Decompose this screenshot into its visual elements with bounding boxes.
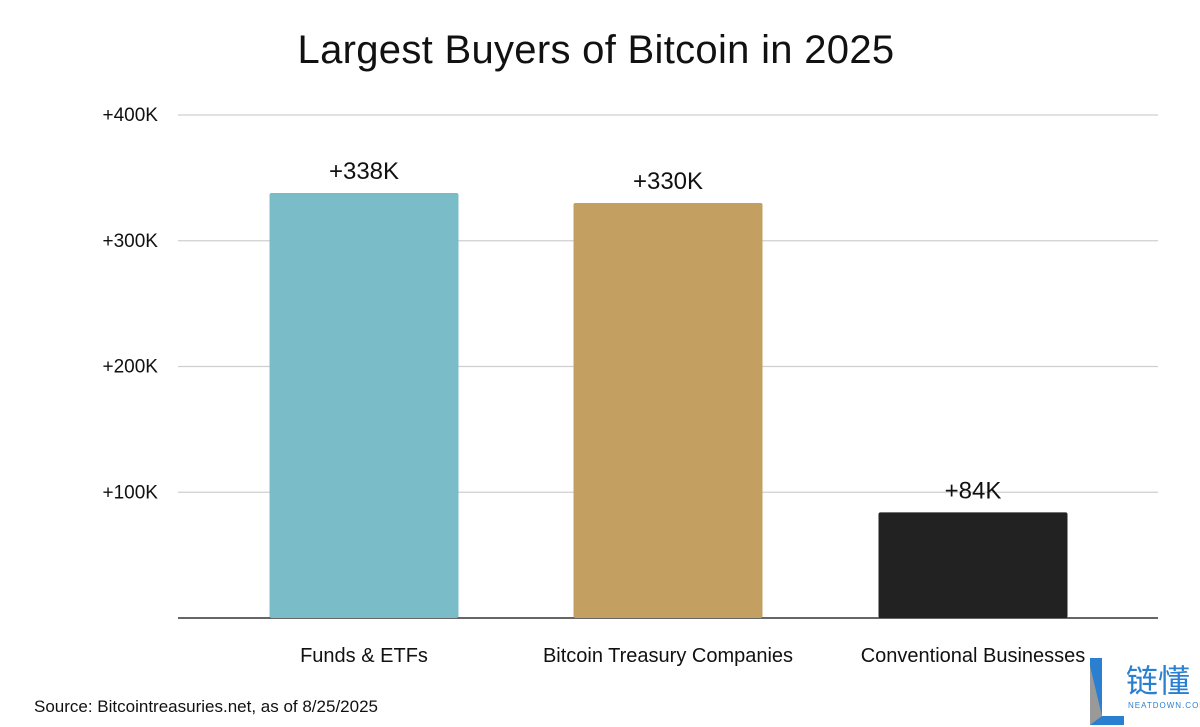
logo-l-icon <box>1090 658 1124 725</box>
chart-title: Largest Buyers of Bitcoin in 2025 <box>297 28 895 72</box>
x-category-label: Bitcoin Treasury Companies <box>543 645 793 667</box>
bar <box>878 512 1068 618</box>
logo-brand: 链懂 <box>1126 662 1191 700</box>
logo-site: NEATDOWN.COM <box>1128 701 1200 710</box>
y-tick-label: +200K <box>103 357 159 378</box>
neatdown-watermark-logo: 链懂 NEATDOWN.COM <box>1088 656 1200 727</box>
bar <box>573 203 763 618</box>
data-label: +84K <box>945 477 1002 504</box>
bar <box>269 192 459 618</box>
data-label: +338K <box>329 158 399 185</box>
y-tick-label: +100K <box>103 482 159 503</box>
data-label: +330K <box>633 168 703 195</box>
y-tick-label: +300K <box>103 231 159 252</box>
x-category-label: Conventional Businesses <box>861 645 1086 667</box>
y-tick-label: +400K <box>103 105 159 126</box>
x-category-label: Funds & ETFs <box>300 645 428 667</box>
source-note: Source: Bitcointreasuries.net, as of 8/2… <box>34 697 378 716</box>
